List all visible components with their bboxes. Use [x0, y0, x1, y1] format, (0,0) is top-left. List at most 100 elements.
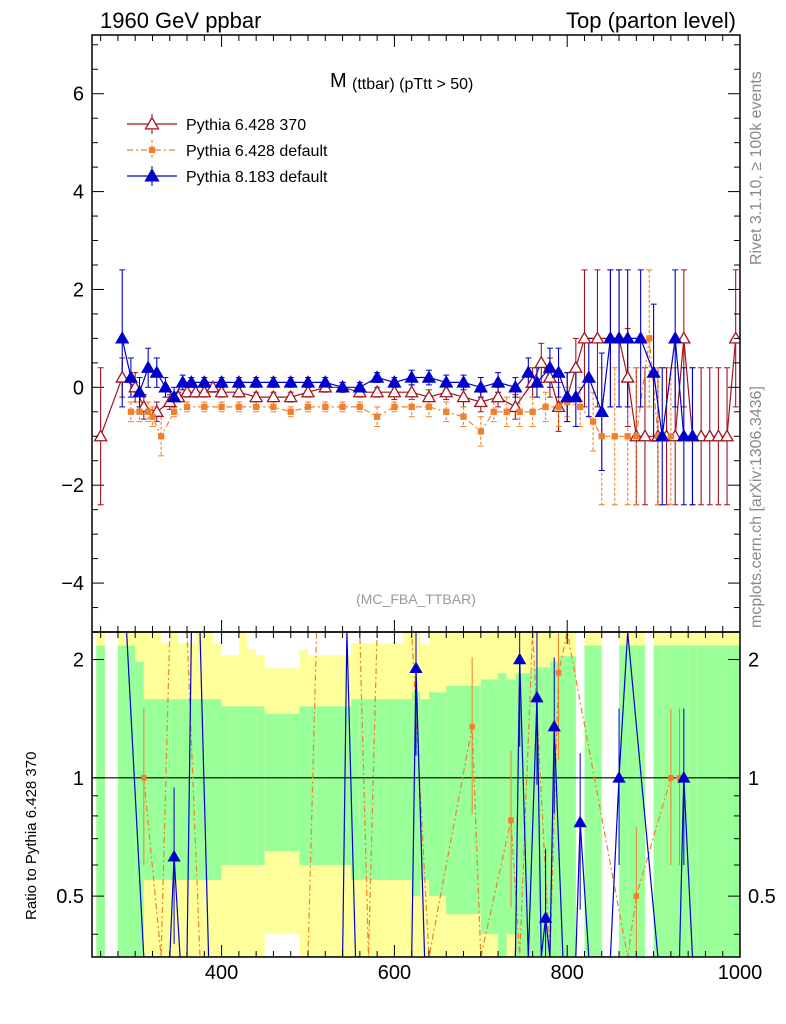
- band-green: [161, 699, 170, 880]
- data-point: [456, 389, 471, 403]
- data-point: [529, 375, 545, 388]
- data-point: [590, 331, 605, 344]
- band-green: [541, 667, 550, 957]
- band-green: [653, 645, 663, 957]
- ratio-point: [513, 652, 527, 665]
- data-point: [404, 370, 419, 383]
- data-point: [136, 408, 143, 415]
- plot-title-sub: (ttbar) (pTtt > 50): [352, 76, 473, 93]
- band-green: [446, 685, 455, 915]
- data-point: [633, 433, 640, 440]
- series-line-1: [130, 338, 671, 438]
- main-y-tick-label: 4: [73, 182, 84, 204]
- x-tick-label: 1000: [718, 962, 763, 984]
- data-point: [253, 403, 260, 411]
- data-point: [266, 389, 281, 403]
- data-point: [123, 370, 139, 383]
- data-point: [235, 403, 243, 411]
- band-green: [126, 645, 136, 957]
- band-green: [463, 685, 473, 915]
- data-point: [473, 380, 488, 393]
- data-point: [373, 413, 381, 420]
- data-point: [503, 408, 510, 415]
- rivet-version-label: Rivet 3.1.10, ≥ 100k events: [748, 71, 765, 265]
- data-point: [300, 384, 316, 398]
- band-green: [325, 706, 334, 866]
- data-point: [249, 389, 264, 403]
- ratio-point: [677, 771, 691, 783]
- band-green: [532, 667, 542, 957]
- legend-marker: [144, 116, 160, 130]
- band-green: [411, 692, 421, 897]
- data-point: [542, 403, 549, 411]
- data-point: [141, 360, 156, 373]
- data-point: [490, 408, 497, 415]
- band-green: [489, 679, 499, 935]
- band-green: [264, 713, 274, 852]
- band-green: [152, 699, 162, 880]
- band-green: [195, 699, 205, 880]
- data-point: [693, 428, 709, 442]
- data-point: [266, 375, 281, 388]
- data-point: [231, 375, 247, 388]
- data-point: [145, 408, 152, 415]
- data-point: [322, 403, 329, 411]
- band-green: [394, 699, 404, 880]
- band-green: [247, 706, 257, 866]
- band-green: [524, 673, 533, 957]
- band-green: [377, 699, 386, 880]
- data-point: [654, 433, 662, 440]
- data-point: [127, 408, 135, 415]
- data-point: [577, 331, 592, 344]
- data-point: [157, 433, 165, 440]
- data-point: [283, 375, 298, 388]
- band-green: [705, 645, 715, 957]
- main-y-tick-label: 6: [73, 84, 84, 106]
- band-green: [256, 706, 265, 866]
- data-point: [555, 403, 562, 411]
- band-green: [135, 661, 144, 957]
- data-point: [560, 389, 575, 403]
- band-green: [117, 645, 127, 957]
- data-point: [391, 403, 398, 411]
- band-green: [437, 692, 447, 897]
- data-point: [170, 408, 178, 415]
- band-green: [204, 699, 213, 880]
- ratio-point: [167, 849, 181, 862]
- band-green: [662, 645, 671, 957]
- band-green: [96, 645, 105, 957]
- data-point: [473, 394, 488, 408]
- data-point: [633, 331, 648, 344]
- data-point: [369, 370, 385, 383]
- x-tick-label: 400: [205, 962, 238, 984]
- data-point: [728, 331, 740, 344]
- band-green: [230, 706, 239, 866]
- data-point: [201, 403, 208, 411]
- ratio-point: [538, 911, 553, 923]
- band-green: [290, 713, 300, 852]
- data-point: [287, 408, 294, 415]
- data-point: [214, 384, 229, 398]
- data-point: [685, 428, 700, 442]
- data-point: [184, 375, 199, 388]
- x-tick-label: 600: [378, 962, 411, 984]
- band-green: [731, 645, 740, 957]
- data-point: [369, 384, 385, 398]
- legend-label-p6-default: Pythia 6.428 default: [186, 143, 328, 160]
- ratio-point: [612, 771, 626, 783]
- legend: Pythia 6.428 370 Pythia 6.428 default Py…: [127, 114, 328, 186]
- band-green: [558, 656, 568, 957]
- ratio-point: [676, 775, 683, 781]
- legend-label-p6-370: Pythia 6.428 370: [186, 117, 306, 134]
- band-green: [333, 706, 343, 866]
- data-point: [115, 370, 130, 383]
- data-point: [646, 365, 661, 378]
- ratio-panel: [92, 632, 740, 957]
- band-green: [342, 706, 352, 866]
- data-point: [534, 355, 549, 369]
- main-y-tick-label: 0: [73, 377, 84, 399]
- band-green: [221, 706, 231, 866]
- data-point: [132, 384, 147, 398]
- data-point: [577, 403, 584, 411]
